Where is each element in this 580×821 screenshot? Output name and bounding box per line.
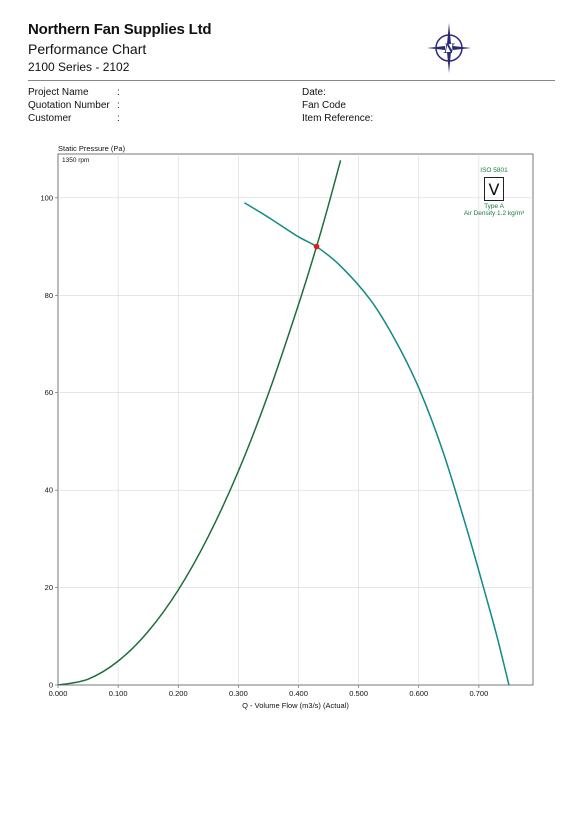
iso-standard-label: ISO 5801 xyxy=(480,167,508,174)
colon: : xyxy=(117,100,120,111)
company-name: Northern Fan Supplies Ltd xyxy=(28,21,212,38)
system-curve-line xyxy=(58,160,342,685)
y-tick-label: 40 xyxy=(45,486,53,495)
y-tick-label: 20 xyxy=(45,583,53,592)
info-right: Date: Fan Code Item Reference: xyxy=(302,86,373,125)
y-tick-label: 100 xyxy=(40,193,53,202)
fan-code-label: Fan Code xyxy=(302,100,346,111)
x-tick-label: 0.500 xyxy=(349,689,368,698)
x-tick-label: 0.100 xyxy=(109,689,128,698)
customer-label: Customer xyxy=(28,113,72,124)
x-tick-label: 0.700 xyxy=(469,689,488,698)
fan-curve-line xyxy=(244,202,510,685)
quotation-number-label: Quotation Number xyxy=(28,100,110,111)
date-label: Date: xyxy=(302,87,326,98)
info-left: Project Name Quotation Number Customer xyxy=(28,86,110,125)
x-tick-label: 0.300 xyxy=(229,689,248,698)
info-colons: : : : xyxy=(117,86,120,125)
x-tick-label: 0.000 xyxy=(49,689,68,698)
x-tick-label: 0.600 xyxy=(409,689,428,698)
iso-legend: ISO 5801 V Type A Air Density 1.2 kg/m³ xyxy=(456,167,532,217)
grid xyxy=(58,154,533,685)
x-tick-label: 0.400 xyxy=(289,689,308,698)
fan-series: 2100 Series - 2102 xyxy=(28,60,130,74)
project-name-label: Project Name xyxy=(28,87,89,98)
installation-type-icon: V xyxy=(484,177,504,201)
colon: : xyxy=(117,87,120,98)
installation-type-label: Type A xyxy=(484,203,504,210)
item-reference-label: Item Reference: xyxy=(302,113,374,124)
x-axis-label: Q - Volume Flow (m3/s) (Actual) xyxy=(242,701,349,710)
header-divider xyxy=(28,80,555,81)
document-title: Performance Chart xyxy=(28,41,147,57)
air-density-label: Air Density 1.2 kg/m³ xyxy=(463,210,525,217)
svg-text:N: N xyxy=(443,41,456,57)
y-tick-label: 80 xyxy=(45,291,53,300)
y-tick-label: 60 xyxy=(45,388,53,397)
compass-logo-icon: N xyxy=(427,23,471,73)
x-tick-label: 0.200 xyxy=(169,689,188,698)
curves xyxy=(58,160,510,685)
rpm-annotation: 1350 rpm xyxy=(62,157,90,164)
y-axis-label: Static Pressure (Pa) xyxy=(58,144,126,153)
axis-ticks: 0.000 0.100 0.200 0.300 0.400 0.500 0.600 0.700… xyxy=(40,193,488,698)
operating-point-marker xyxy=(313,243,320,250)
colon: : xyxy=(117,113,120,124)
y-tick-label: 0 xyxy=(49,681,53,690)
plot-frame xyxy=(57,153,534,686)
